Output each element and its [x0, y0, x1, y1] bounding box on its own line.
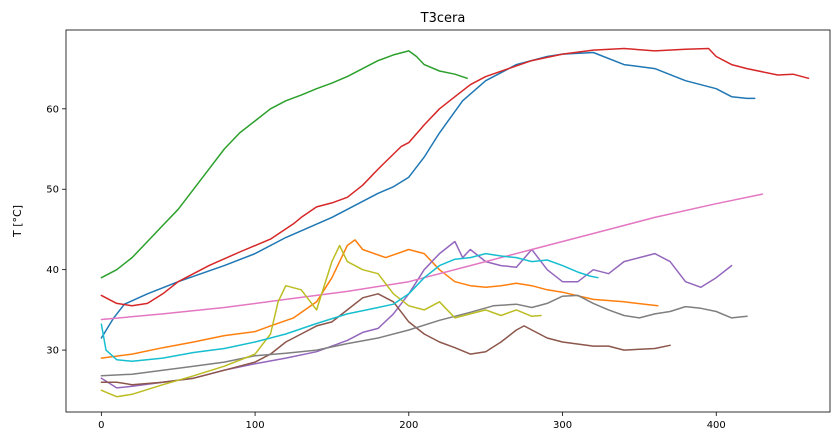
series-line-8 [100, 294, 748, 377]
chart-title: T3cera [420, 11, 466, 26]
series-layer [100, 47, 810, 398]
x-tick-label: 0 [98, 420, 104, 431]
x-tick-label: 200 [399, 420, 418, 431]
y-axis-title: T [°C] [11, 205, 24, 238]
series-line-5 [100, 240, 733, 389]
x-tick-label: 100 [246, 420, 265, 431]
series-line-4 [100, 47, 810, 307]
plot-frame [65, 29, 831, 413]
series-line-10 [100, 252, 599, 363]
x-axis: 0 100 200 300 400 [98, 412, 726, 431]
series-line-6 [100, 293, 671, 386]
series-line-3 [100, 50, 468, 279]
series-line-1 [100, 51, 756, 339]
y-tick-label: 40 [46, 265, 59, 276]
series-line-9 [100, 244, 542, 398]
y-tick-label: 50 [46, 185, 59, 196]
y-axis: 30 40 50 60 [46, 104, 66, 357]
series-line-2 [100, 239, 659, 359]
y-tick-label: 30 [46, 346, 59, 357]
x-tick-label: 300 [553, 420, 572, 431]
x-tick-label: 400 [707, 420, 726, 431]
series-line-7 [100, 193, 764, 321]
y-tick-label: 60 [46, 104, 59, 115]
